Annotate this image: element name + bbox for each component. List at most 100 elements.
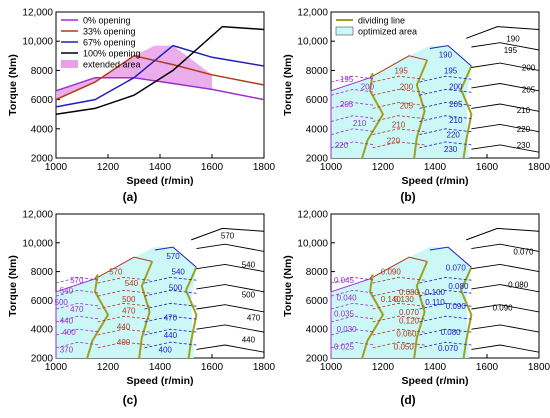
contour-label: 540 [60,286,74,295]
contour-line [419,328,472,336]
x-tick-label: 1800 [253,362,276,373]
panel-label: (d) [400,393,415,407]
panel-c: 1000 1200 1400 1600 1800 2000 4000 6000 8000 10,0… [7,210,276,408]
contour-label: 195 [504,46,518,55]
boundary-33-percent [369,55,428,79]
contour-label: 200 [449,82,463,91]
dividing-line [184,266,198,359]
x-tick-label: 1800 [528,162,550,173]
boundary-100-percent [191,227,265,241]
contour-label: 220 [447,131,461,140]
y-tick-label: 2000 [306,154,329,165]
y-axis-label: Torque (Nm) [282,255,294,317]
y-axis-label: Torque (Nm) [7,54,19,116]
contour-label: 500 [55,298,69,307]
contour-line [419,88,472,96]
contour-line [471,123,540,133]
y-tick-label: 2000 [306,354,329,365]
boundary-67-percent [154,246,197,268]
contour-line [372,289,425,297]
y-axis-label: Torque (Nm) [282,54,294,116]
y-tick-label: 8000 [31,66,54,77]
contour-line [55,276,101,284]
contour-label: 500 [122,295,136,304]
legend-entry: 33% opening [83,27,136,37]
y-tick-label: 12,000 [22,8,53,19]
x-axis-label: Speed (r/min) [126,375,193,387]
contour-label: 370 [60,345,74,354]
x-tick-label: 1400 [424,162,447,173]
contour-line [330,128,376,135]
contour-line [471,344,540,353]
boundary-67-percent [429,45,472,67]
contour-label: 195 [444,66,458,75]
contour-label: 200 [522,63,536,72]
contour-line [330,302,376,310]
contour-line [419,341,472,349]
dividing-line [86,274,110,359]
x-axis-label: Speed (r/min) [126,175,193,187]
contour-label: 0.090 [381,268,402,277]
y-axis-label: Torque (Nm) [7,255,19,317]
series-line [55,76,265,101]
panel-b: 1000 1200 1400 1600 1800 2000 4000 6000 8000 10,0… [282,8,550,205]
contour-label: 230 [517,141,531,150]
contour-line [97,276,150,284]
contour-line [419,128,472,135]
x-tick-label: 1400 [149,362,172,373]
contour-label: 540 [125,279,139,288]
contour-label: 570 [70,276,84,285]
legend-entry: 0% opening [83,16,131,26]
x-tick-label: 1600 [476,162,499,173]
y-tick-label: 10,000 [22,37,53,48]
y-tick-label: 6000 [306,296,329,307]
contour-line [372,341,425,349]
contour-line [471,62,540,71]
contour-label: 0.100 [425,288,446,297]
contour-label: 0.070 [399,308,420,317]
dividing-line [459,266,473,359]
contour-label: 0.025 [334,342,355,351]
contour-label: 220 [517,125,531,134]
contour-line [471,243,540,252]
contour-line [330,341,376,349]
legend-entry: dividing line [358,16,405,26]
contour-label: 540 [242,260,256,269]
contour-label: 205 [449,100,463,109]
y-tick-label: 8000 [31,267,54,278]
contour-line [419,276,472,284]
y-tick-label: 12,000 [297,8,328,19]
x-axis-label: Speed (r/min) [401,375,468,387]
contour-line [471,144,540,153]
y-tick-label: 6000 [306,95,329,106]
contour-label: 400 [62,328,76,337]
contour-label: 210 [353,119,367,128]
x-tick-label: 1600 [476,362,499,373]
contour-line [372,102,425,109]
panel-a: 1000 1200 1400 1600 1800 2000 4000 6000 8000 10,0… [7,8,276,205]
contour-line [330,115,376,122]
optimized-area [331,45,472,158]
contour-line [55,289,101,297]
x-tick-label: 1200 [97,162,120,173]
x-tick-label: 1800 [253,162,276,173]
y-tick-label: 10,000 [297,238,328,249]
contour-line [372,276,425,284]
contour-label: 0.045 [334,276,355,285]
contour-line [372,141,425,149]
contour-line [330,276,376,284]
contour-line [196,324,265,333]
contour-label: 440 [164,331,178,340]
contour-label: 190 [439,50,453,59]
contour-label: 570 [109,268,123,277]
y-tick-label: 2000 [31,154,54,165]
contour-line [55,315,101,323]
contour-label: 0.080 [448,282,469,291]
contour-line [144,328,197,336]
contour-line [419,289,472,297]
y-tick-label: 6000 [31,95,54,106]
dividing-line [138,261,154,359]
contour-line [144,276,197,284]
